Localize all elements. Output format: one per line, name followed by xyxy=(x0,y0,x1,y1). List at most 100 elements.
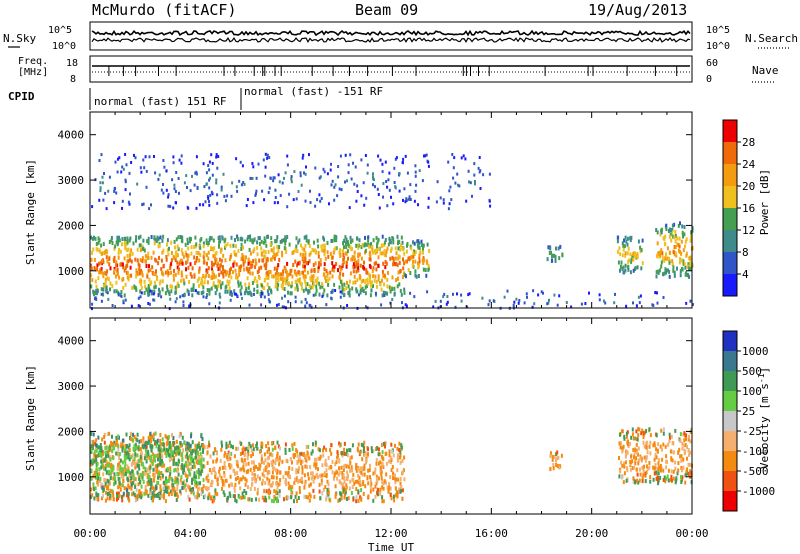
echo-cell xyxy=(359,482,362,487)
echo-cell xyxy=(268,463,271,468)
echo-cell xyxy=(287,495,290,500)
power-colorbar-tick-label: 12 xyxy=(742,224,755,237)
echo-cell xyxy=(136,247,139,252)
echo-cell xyxy=(155,444,158,449)
echo-cell xyxy=(372,175,374,179)
echo-cell xyxy=(292,250,295,255)
echo-cell xyxy=(124,447,127,452)
echo-cell xyxy=(291,443,294,448)
echo-cell xyxy=(127,445,130,450)
echo-cell xyxy=(317,244,320,249)
echo-cell xyxy=(277,303,280,306)
echo-cell xyxy=(639,294,642,298)
echo-cell xyxy=(192,491,195,496)
echo-cell xyxy=(321,448,324,453)
echo-cell xyxy=(652,477,655,482)
echo-cell xyxy=(376,240,379,245)
echo-cell xyxy=(116,235,119,240)
echo-cell xyxy=(376,187,379,191)
echo-cell xyxy=(645,458,647,463)
echo-cell xyxy=(374,291,377,295)
echo-cell xyxy=(623,471,626,476)
echo-cell xyxy=(276,499,278,504)
echo-cell xyxy=(307,239,310,244)
echo-cell xyxy=(294,300,297,304)
echo-cell xyxy=(187,458,190,463)
echo-cell xyxy=(284,171,287,175)
echo-cell xyxy=(254,258,257,263)
echo-cell xyxy=(406,171,409,175)
echo-cell xyxy=(401,275,404,280)
echo-cell xyxy=(634,266,637,271)
echo-cell xyxy=(147,435,150,440)
echo-cell xyxy=(178,451,181,456)
echo-cell xyxy=(90,444,93,449)
echo-cell xyxy=(159,279,162,284)
echo-cell xyxy=(233,292,236,296)
echo-cell xyxy=(637,446,640,451)
echo-cell xyxy=(368,468,371,472)
echo-cell xyxy=(120,467,123,472)
echo-cell xyxy=(677,461,680,465)
echo-cell xyxy=(309,465,312,470)
echo-cell xyxy=(147,476,150,480)
echo-cell xyxy=(135,274,138,279)
echo-cell xyxy=(684,244,686,249)
echo-cell xyxy=(256,474,259,479)
echo-cell xyxy=(284,442,287,447)
echo-cell xyxy=(157,244,160,249)
echo-cell xyxy=(629,467,632,472)
echo-cell xyxy=(271,274,273,279)
echo-cell xyxy=(379,158,382,162)
echo-cell xyxy=(661,256,664,261)
echo-cell xyxy=(303,452,305,456)
echo-cell xyxy=(170,258,173,263)
echo-cell xyxy=(346,448,348,453)
echo-cell xyxy=(143,491,146,496)
echo-cell xyxy=(173,255,176,260)
echo-cell xyxy=(386,204,389,208)
echo-cell xyxy=(216,263,219,268)
echo-cell xyxy=(183,468,185,472)
echo-cell xyxy=(92,443,95,448)
echo-cell xyxy=(479,187,482,190)
echo-cell xyxy=(111,284,114,289)
echo-cell xyxy=(117,476,120,481)
echo-cell xyxy=(240,457,243,462)
echo-cell xyxy=(242,255,245,260)
power-colorbar-swatch xyxy=(723,274,737,296)
echo-cell xyxy=(93,496,96,501)
echo-cell xyxy=(182,485,185,490)
echo-cell xyxy=(179,295,182,299)
echo-cell xyxy=(654,462,657,467)
echo-cell xyxy=(676,242,679,247)
echo-cell xyxy=(363,453,366,457)
echo-cell xyxy=(296,479,299,484)
echo-cell xyxy=(677,223,680,228)
echo-cell xyxy=(177,177,180,180)
echo-cell xyxy=(406,259,408,264)
count-tick-left-high: 10^5 xyxy=(48,25,72,36)
echo-cell xyxy=(231,181,234,185)
echo-cell xyxy=(290,175,293,179)
echo-cell xyxy=(299,452,302,457)
echo-cell xyxy=(378,461,380,466)
echo-cell xyxy=(263,277,266,282)
echo-cell xyxy=(228,483,231,488)
echo-cell xyxy=(667,442,670,447)
echo-cell xyxy=(202,449,204,454)
echo-cell xyxy=(445,302,448,306)
echo-cell xyxy=(377,274,380,279)
echo-cell xyxy=(202,290,205,295)
echo-cell xyxy=(149,443,152,448)
echo-cell xyxy=(217,283,220,288)
echo-cell xyxy=(224,289,227,294)
echo-cell xyxy=(342,474,345,479)
echo-cell xyxy=(110,236,113,240)
echo-cell xyxy=(149,487,152,492)
echo-cell xyxy=(123,268,126,273)
echo-cell xyxy=(251,477,254,482)
echo-cell xyxy=(291,467,294,471)
echo-cell xyxy=(388,285,391,290)
echo-cell xyxy=(348,206,351,210)
